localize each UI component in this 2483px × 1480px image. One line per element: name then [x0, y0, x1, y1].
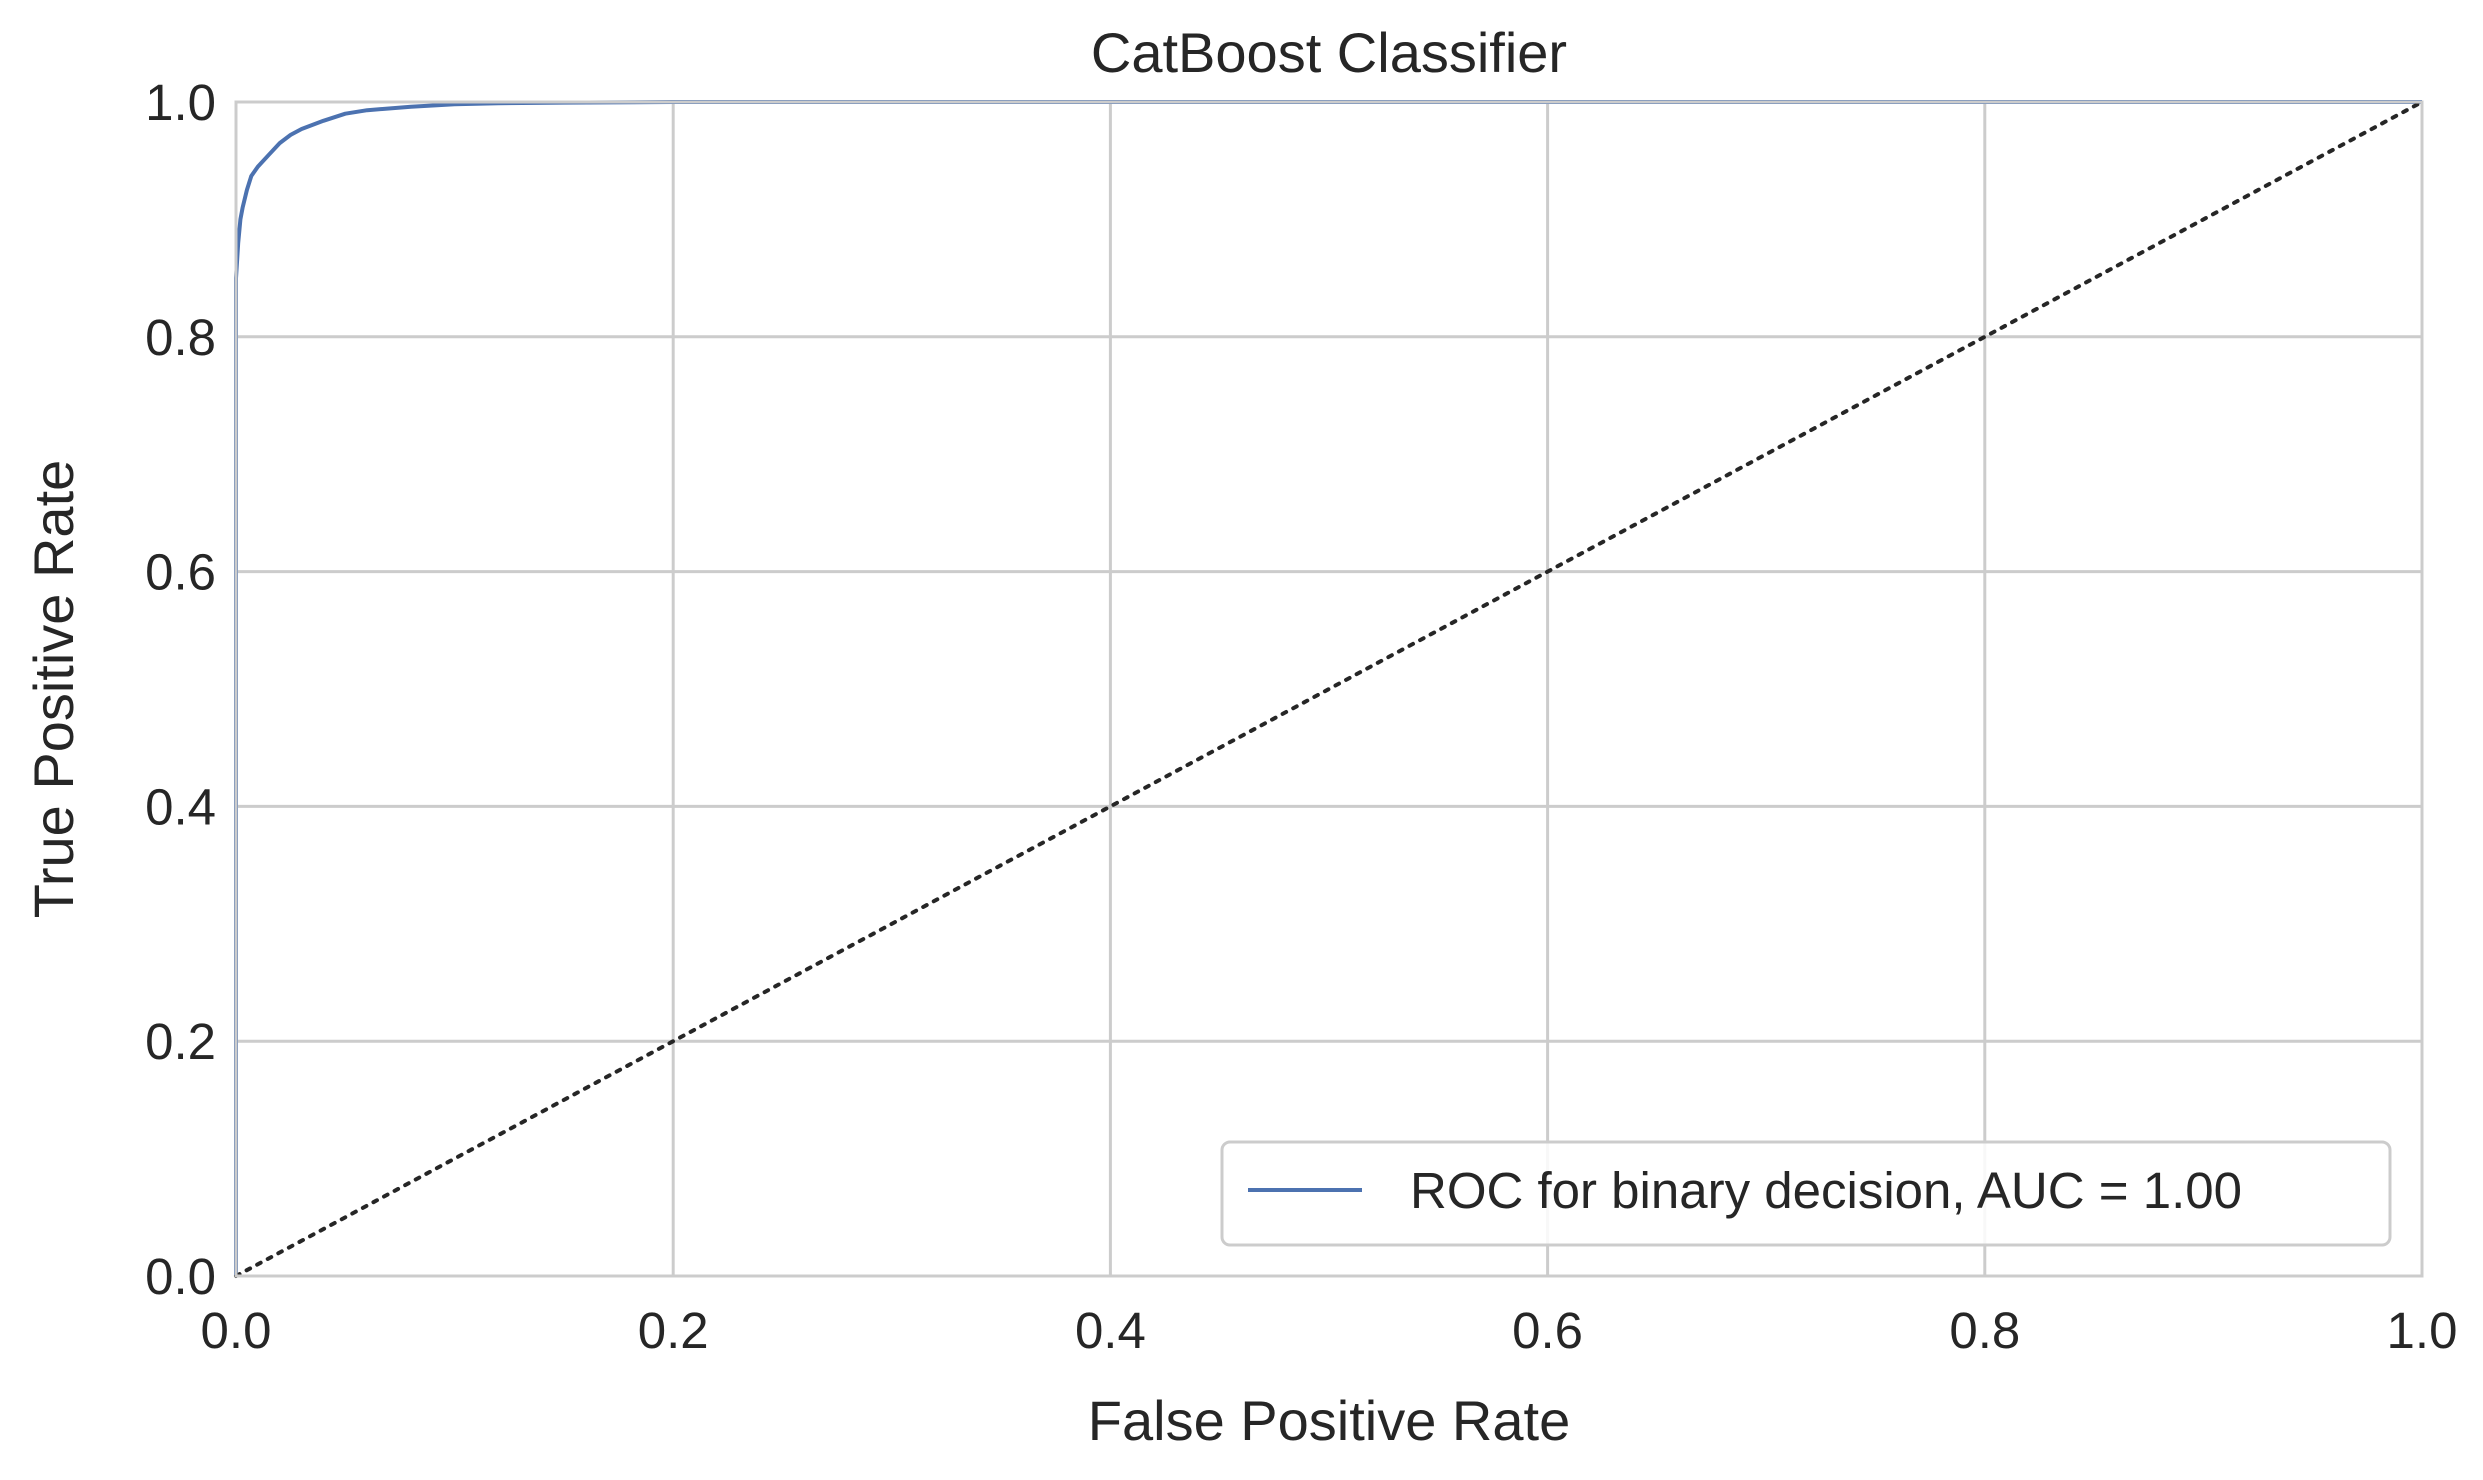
legend-label: ROC for binary decision, AUC = 1.00	[1410, 1162, 2242, 1219]
y-tick-label: 0.6	[145, 544, 216, 601]
legend: ROC for binary decision, AUC = 1.00	[1220, 1140, 2392, 1247]
x-tick-label: 0.4	[1075, 1302, 1146, 1359]
chart-title: CatBoost Classifier	[1091, 21, 1567, 84]
x-axis-label: False Positive Rate	[1088, 1389, 1570, 1452]
y-axis-label: True Positive Rate	[22, 460, 85, 919]
x-tick-label: 0.6	[1512, 1302, 1583, 1359]
y-tick-label: 0.2	[145, 1013, 216, 1070]
x-tick-label: 0.8	[1949, 1302, 2020, 1359]
roc-curve-line	[234, 100, 2422, 1276]
y-tick-label: 0.0	[145, 1248, 216, 1305]
y-tick-label: 0.4	[145, 778, 216, 835]
x-tick-label: 0.0	[201, 1302, 272, 1359]
tick-labels: 0.0 0.2 0.4 0.6 0.8 1.0 0.0 0.2 0.4 0.6 0.8 1.0	[145, 74, 2457, 1359]
y-tick-label: 0.8	[145, 309, 216, 366]
legend-box	[1220, 1140, 2392, 1247]
series-layer	[234, 100, 2424, 1278]
chance-diagonal-line	[234, 100, 2424, 1278]
plot-frame	[234, 100, 2424, 1278]
y-tick-label: 1.0	[145, 74, 216, 131]
x-tick-label: 1.0	[2387, 1302, 2458, 1359]
x-tick-label: 0.2	[638, 1302, 709, 1359]
